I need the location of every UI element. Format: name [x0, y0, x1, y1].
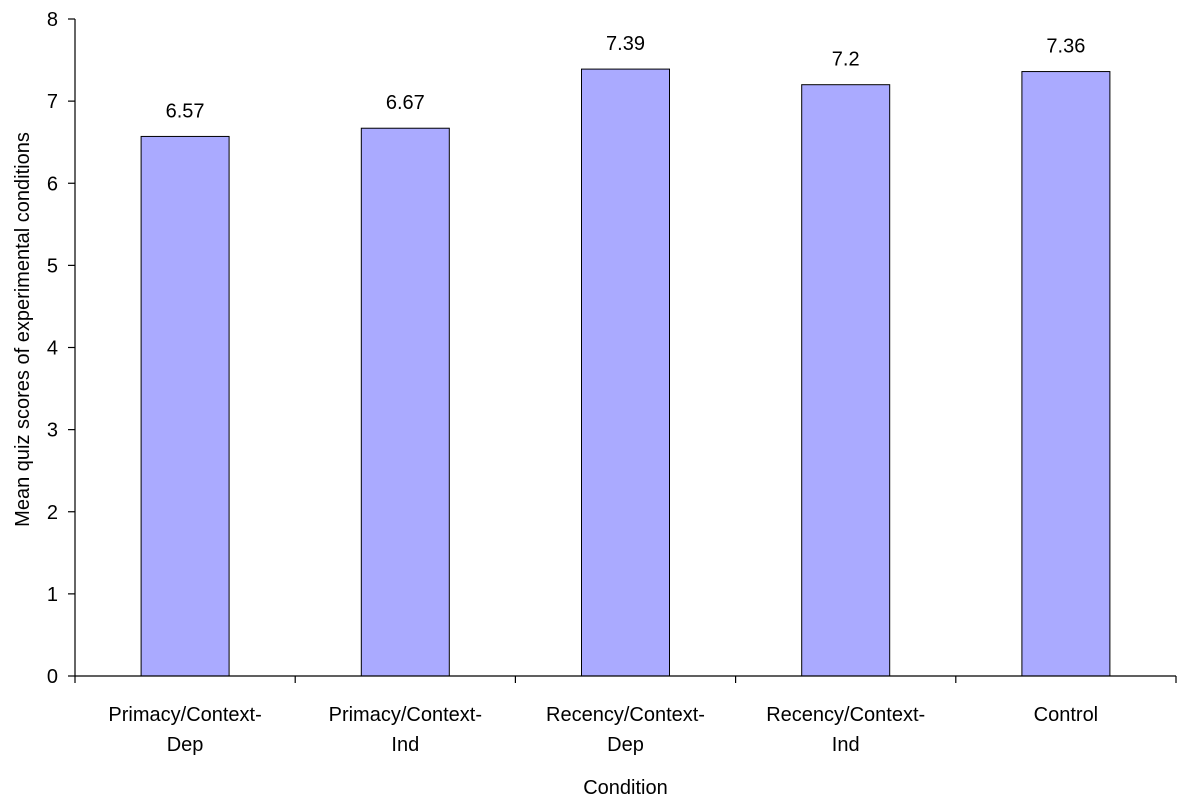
y-tick-label: 7 — [47, 91, 58, 113]
y-tick-label: 3 — [47, 420, 58, 442]
x-category-label: Primacy/Context- Dep — [108, 704, 261, 756]
x-category-label-line: Recency/Context- — [766, 704, 925, 726]
category-labels-group: Primacy/Context-DepPrimacy/Context-IndRe… — [108, 704, 1098, 756]
x-category-label: Primacy/Context- Ind — [329, 704, 482, 756]
x-category-label-line: Control — [1034, 704, 1098, 726]
y-tick-label: 0 — [47, 666, 58, 688]
x-category-label-line: Ind — [391, 734, 419, 756]
x-category-label: Control — [1034, 704, 1098, 726]
y-axis-ticks: 0 1 2 3 4 5 6 7 8 — [47, 9, 75, 688]
data-labels-group: 6.57 6.67 7.39 7.2 7.36 — [166, 33, 1086, 122]
x-category-label-line: Recency/Context- — [546, 704, 705, 726]
bar — [581, 68, 670, 677]
x-category-label-line: Primacy/Context- — [108, 704, 261, 726]
y-tick-label: 8 — [47, 9, 58, 31]
bar — [360, 127, 450, 677]
y-tick-label: 4 — [47, 338, 58, 360]
x-category-label: Recency/Context- Ind — [766, 704, 925, 756]
y-tick-label: 2 — [47, 502, 58, 524]
bars-group — [140, 68, 1111, 677]
data-label: 6.57 — [166, 100, 205, 122]
x-axis-ticks — [74, 676, 1177, 683]
bar — [801, 84, 891, 677]
data-label: 6.67 — [386, 92, 425, 114]
x-category-label: Recency/Context- Dep — [546, 704, 705, 756]
x-category-label-line: Primacy/Context- — [329, 704, 482, 726]
x-category-label-line: Dep — [607, 734, 644, 756]
data-label: 7.36 — [1046, 36, 1085, 58]
x-axis-title: Condition — [583, 777, 668, 799]
y-tick-label: 1 — [47, 584, 58, 606]
y-tick-label: 5 — [47, 255, 58, 277]
y-tick-label: 6 — [47, 173, 58, 195]
data-label: 7.2 — [832, 49, 860, 71]
bar — [1021, 71, 1111, 677]
x-category-label-line: Ind — [832, 734, 860, 756]
bar — [140, 135, 230, 677]
data-label: 7.39 — [606, 33, 645, 55]
x-category-label-line: Dep — [167, 734, 204, 756]
y-axis-title: Mean quiz scores of experimental conditi… — [12, 132, 34, 527]
